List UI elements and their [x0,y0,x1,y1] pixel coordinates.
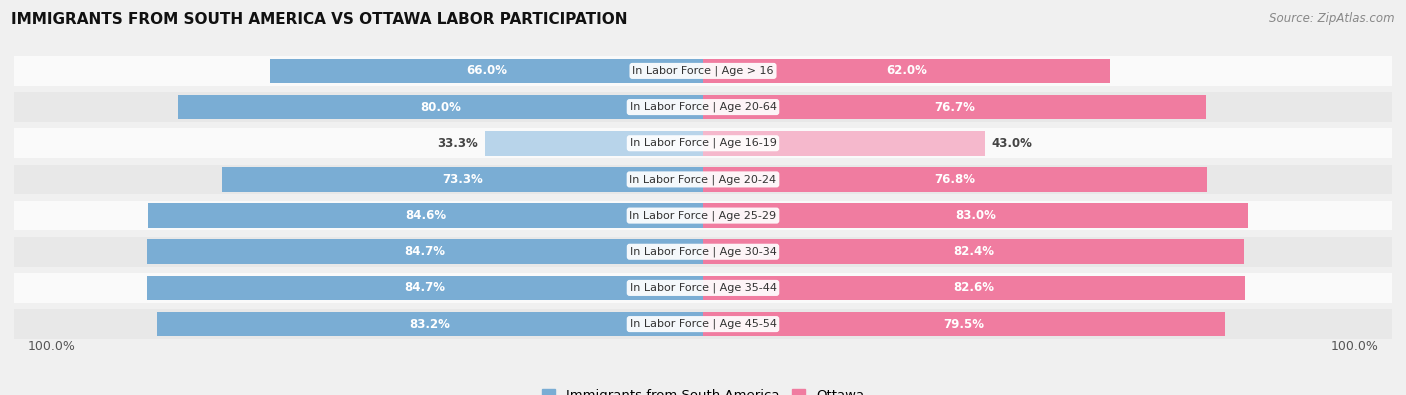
Bar [222,167,703,192]
Bar [14,165,1392,194]
Text: 33.3%: 33.3% [437,137,478,150]
Text: 79.5%: 79.5% [943,318,984,331]
Bar [703,58,1109,83]
Bar [703,276,1244,300]
Bar [703,203,1247,228]
Bar [14,56,1392,86]
Text: Source: ZipAtlas.com: Source: ZipAtlas.com [1270,12,1395,25]
Bar [14,201,1392,230]
Bar [14,237,1392,267]
Bar [703,131,986,156]
Bar [157,312,703,337]
Bar [148,203,703,228]
Bar [703,167,1206,192]
Text: 73.3%: 73.3% [441,173,482,186]
Text: In Labor Force | Age 45-54: In Labor Force | Age 45-54 [630,319,776,329]
Text: In Labor Force | Age 20-64: In Labor Force | Age 20-64 [630,102,776,112]
Text: IMMIGRANTS FROM SOUTH AMERICA VS OTTAWA LABOR PARTICIPATION: IMMIGRANTS FROM SOUTH AMERICA VS OTTAWA … [11,12,627,27]
Text: In Labor Force | Age 16-19: In Labor Force | Age 16-19 [630,138,776,149]
Text: In Labor Force | Age 30-34: In Labor Force | Age 30-34 [630,246,776,257]
Text: 66.0%: 66.0% [465,64,508,77]
Text: 84.7%: 84.7% [405,245,446,258]
Bar [148,276,703,300]
Text: 83.0%: 83.0% [955,209,995,222]
Text: 82.6%: 82.6% [953,281,994,294]
Legend: Immigrants from South America, Ottawa: Immigrants from South America, Ottawa [537,384,869,395]
Text: 83.2%: 83.2% [409,318,450,331]
Text: In Labor Force | Age > 16: In Labor Force | Age > 16 [633,66,773,76]
Bar [14,128,1392,158]
Bar [14,273,1392,303]
Bar [148,239,703,264]
Bar [179,95,703,119]
Text: 100.0%: 100.0% [1331,340,1379,353]
Bar [14,309,1392,339]
Text: 76.8%: 76.8% [935,173,976,186]
Text: 84.7%: 84.7% [405,281,446,294]
Text: 100.0%: 100.0% [27,340,75,353]
Bar [703,95,1206,119]
Text: 43.0%: 43.0% [991,137,1032,150]
Text: 82.4%: 82.4% [953,245,994,258]
Text: 76.7%: 76.7% [934,101,976,114]
Text: In Labor Force | Age 20-24: In Labor Force | Age 20-24 [630,174,776,185]
Text: In Labor Force | Age 35-44: In Labor Force | Age 35-44 [630,283,776,293]
Bar [270,58,703,83]
Text: 80.0%: 80.0% [420,101,461,114]
Text: 62.0%: 62.0% [886,64,927,77]
Bar [703,312,1225,337]
Bar [485,131,703,156]
Text: In Labor Force | Age 25-29: In Labor Force | Age 25-29 [630,210,776,221]
Bar [703,239,1244,264]
Text: 84.6%: 84.6% [405,209,446,222]
Bar [14,92,1392,122]
